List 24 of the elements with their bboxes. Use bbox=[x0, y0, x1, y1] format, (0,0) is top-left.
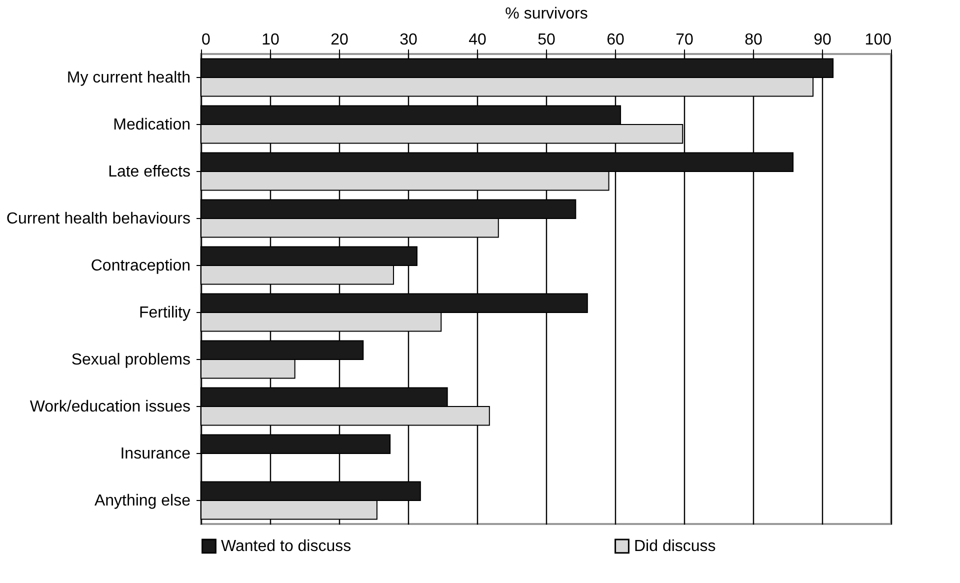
x-tick-label: 90 bbox=[814, 32, 832, 48]
x-tick-label: 80 bbox=[744, 32, 762, 48]
y-tick-label: Current health behaviours bbox=[6, 210, 190, 228]
y-tick-label: Sexual problems bbox=[71, 352, 190, 368]
x-tick-label: 70 bbox=[676, 32, 694, 48]
y-tick-label: Work/education issues bbox=[30, 398, 190, 416]
x-axis-title: % survivors bbox=[505, 6, 588, 22]
x-tick-label: 60 bbox=[606, 32, 624, 48]
y-tick-label: Insurance bbox=[120, 446, 191, 462]
x-tick-label: 50 bbox=[538, 32, 556, 48]
x-tick-label: 40 bbox=[468, 32, 486, 48]
legend-label: Did discuss bbox=[634, 538, 716, 556]
y-tick-label: Contraception bbox=[90, 258, 190, 274]
y-tick-label: Anything else bbox=[94, 492, 191, 510]
x-tick-label: 20 bbox=[330, 32, 348, 48]
x-tick-label: 100 bbox=[864, 32, 892, 48]
y-tick-label: My current health bbox=[66, 70, 190, 86]
y-tick-label: Fertility bbox=[138, 304, 190, 322]
x-tick-label: 0 bbox=[202, 32, 210, 48]
x-tick-label: 10 bbox=[262, 32, 280, 48]
legend-label: Wanted to discuss bbox=[221, 538, 352, 556]
x-tick-label: 30 bbox=[400, 32, 418, 48]
y-tick-label: Late effects bbox=[108, 164, 190, 180]
y-tick-label: Medication bbox=[113, 116, 190, 134]
